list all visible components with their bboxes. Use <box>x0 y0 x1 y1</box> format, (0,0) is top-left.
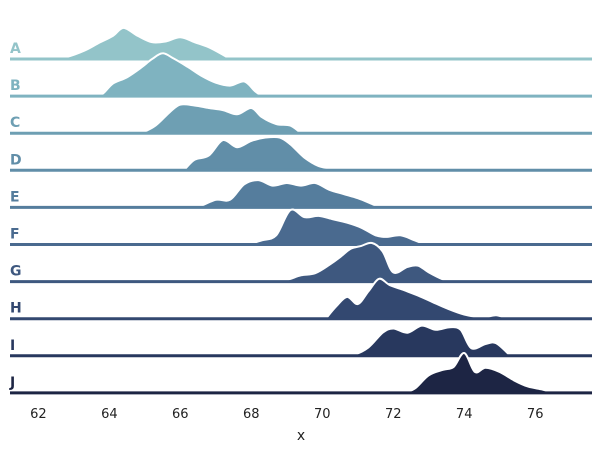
row-label-b: B <box>10 78 21 94</box>
x-tick-label: 74 <box>456 407 473 422</box>
x-tick-label: 66 <box>172 407 189 422</box>
ridge-f: F <box>10 208 592 246</box>
density-outline-e <box>197 179 380 209</box>
row-label-i: I <box>10 338 15 354</box>
ridge-j: J <box>9 352 592 395</box>
density-outline-g <box>272 241 451 283</box>
row-label-d: D <box>10 152 22 168</box>
density-outline-d <box>183 135 341 172</box>
row-label-j: J <box>9 375 15 391</box>
ridge-a: A <box>10 26 592 61</box>
density-outline-a <box>48 26 231 60</box>
density-outline-f <box>247 208 426 246</box>
density-outline-c <box>140 103 302 135</box>
row-label-g: G <box>10 264 22 280</box>
x-axis-title: x <box>297 428 305 444</box>
density-area-g <box>272 242 450 282</box>
x-tick-label: 62 <box>30 407 47 422</box>
ridge-i: I <box>10 324 592 358</box>
x-tick-label: 72 <box>385 407 402 422</box>
x-tick-label: 68 <box>243 407 260 422</box>
ridge-c: C <box>10 103 592 135</box>
ridge-b: B <box>10 52 592 98</box>
density-outline-b <box>91 52 263 98</box>
density-area-h <box>325 278 507 319</box>
row-label-h: H <box>10 301 22 317</box>
density-area-j <box>368 352 553 393</box>
x-tick-label: 76 <box>527 407 544 422</box>
density-area-d <box>183 136 340 171</box>
density-area-a <box>49 27 230 59</box>
x-tick-label: 64 <box>101 407 118 422</box>
density-outline-i <box>336 324 512 357</box>
row-label-c: C <box>10 115 20 131</box>
x-tick-label: 70 <box>314 407 331 422</box>
ridge-g: G <box>10 241 592 284</box>
row-label-e: E <box>10 189 20 205</box>
ridge-h: H <box>10 277 592 321</box>
row-label-a: A <box>10 41 21 57</box>
density-outline-j <box>368 352 554 394</box>
ridge-rows: A B C D E F G H I J <box>9 26 592 395</box>
ridge-d: D <box>10 135 592 172</box>
density-area-f <box>247 209 426 245</box>
x-axis: 62 64 66 68 70 72 74 76 <box>30 407 543 422</box>
density-area-i <box>336 325 511 356</box>
row-label-f: F <box>10 227 20 243</box>
density-area-c <box>141 104 301 134</box>
density-area-e <box>198 180 380 208</box>
density-outline-h <box>325 277 508 320</box>
density-area-b <box>91 53 262 97</box>
ridge-e: E <box>10 179 592 209</box>
